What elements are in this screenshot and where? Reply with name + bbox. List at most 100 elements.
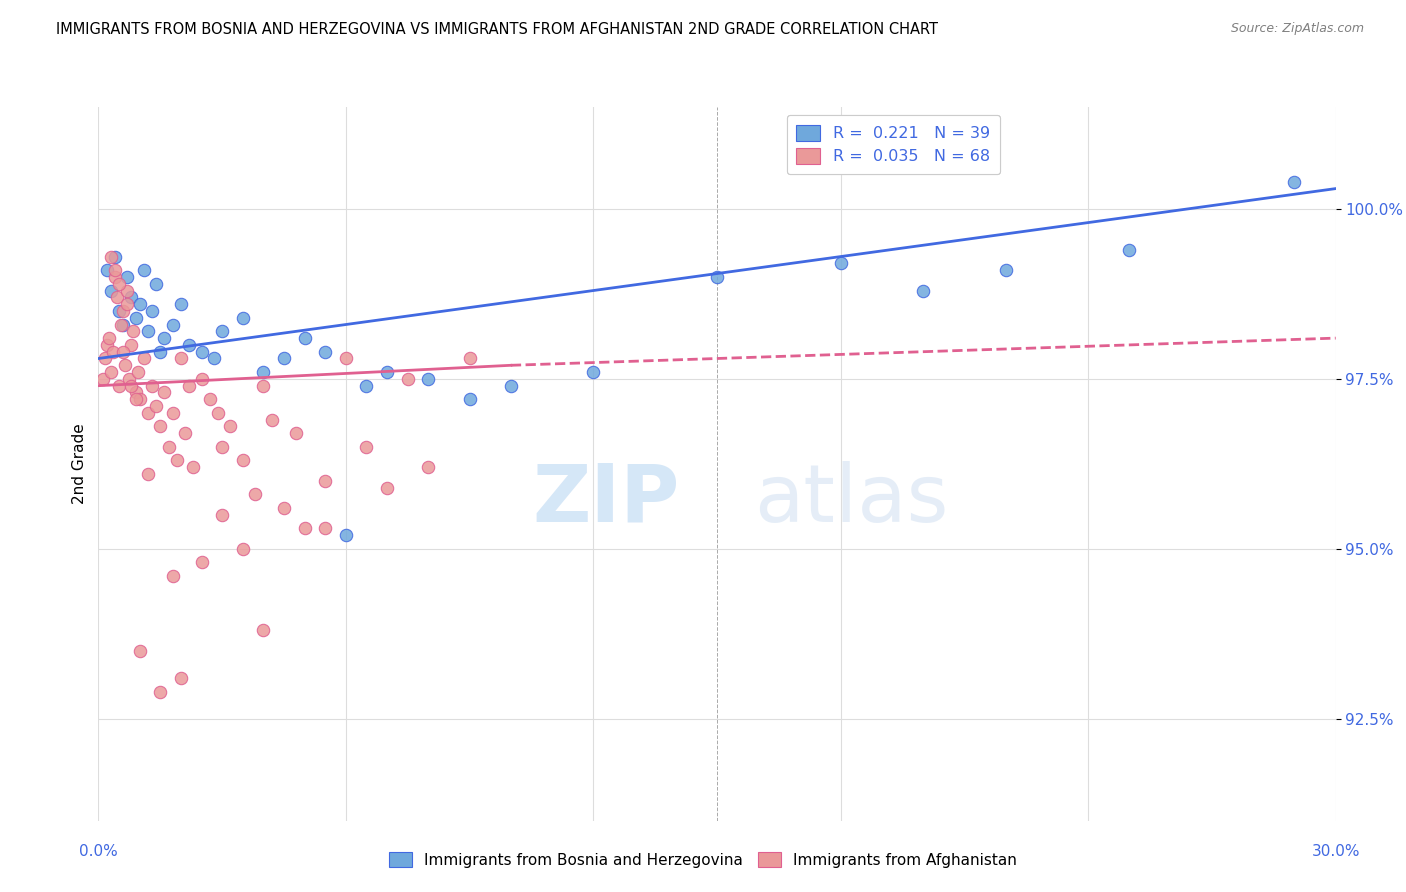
- Point: [108, 277, 131, 291]
- Point: [149, 344, 172, 359]
- Point: [273, 501, 295, 516]
- Point: [117, 284, 139, 298]
- Point: [120, 290, 142, 304]
- Point: [141, 378, 163, 392]
- Point: [136, 324, 159, 338]
- Point: [105, 290, 128, 304]
- Point: [162, 569, 184, 583]
- Point: [120, 378, 142, 392]
- Text: 30.0%: 30.0%: [1312, 845, 1360, 859]
- Point: [149, 684, 172, 698]
- Point: [232, 453, 254, 467]
- Point: [127, 365, 149, 379]
- Point: [190, 372, 212, 386]
- Point: [207, 406, 229, 420]
- Point: [356, 378, 378, 392]
- Point: [124, 310, 146, 325]
- Point: [198, 392, 221, 407]
- Point: [335, 528, 357, 542]
- Point: [124, 392, 146, 407]
- Point: [294, 331, 316, 345]
- Point: [458, 392, 481, 407]
- Point: [162, 318, 184, 332]
- Point: [136, 406, 159, 420]
- Point: [108, 378, 131, 392]
- Point: [458, 351, 481, 366]
- Point: [101, 344, 124, 359]
- Point: [100, 284, 122, 298]
- Point: [166, 453, 188, 467]
- Point: [118, 372, 141, 386]
- Point: [335, 351, 357, 366]
- Point: [110, 318, 132, 332]
- Point: [128, 644, 150, 658]
- Point: [190, 555, 212, 569]
- Legend: R =  0.221   N = 39, R =  0.035   N = 68: R = 0.221 N = 39, R = 0.035 N = 68: [787, 115, 1000, 174]
- Point: [128, 392, 150, 407]
- Text: IMMIGRANTS FROM BOSNIA AND HERZEGOVINA VS IMMIGRANTS FROM AFGHANISTAN 2ND GRADE : IMMIGRANTS FROM BOSNIA AND HERZEGOVINA V…: [56, 22, 938, 37]
- Point: [830, 256, 852, 270]
- Point: [149, 419, 172, 434]
- Point: [273, 351, 295, 366]
- Point: [122, 324, 145, 338]
- Point: [96, 338, 118, 352]
- Point: [112, 304, 135, 318]
- Point: [202, 351, 225, 366]
- Point: [252, 624, 274, 638]
- Point: [170, 351, 193, 366]
- Point: [145, 399, 167, 413]
- Point: [132, 263, 155, 277]
- Point: [93, 351, 115, 366]
- Point: [418, 372, 440, 386]
- Point: [211, 440, 233, 454]
- Point: [418, 460, 440, 475]
- Point: [1284, 175, 1306, 189]
- Point: [104, 263, 127, 277]
- Point: [252, 378, 274, 392]
- Point: [170, 671, 193, 685]
- Point: [211, 508, 233, 522]
- Y-axis label: 2nd Grade: 2nd Grade: [72, 424, 87, 504]
- Point: [104, 269, 127, 284]
- Point: [100, 365, 122, 379]
- Point: [912, 284, 935, 298]
- Point: [120, 338, 142, 352]
- Point: [260, 412, 283, 426]
- Point: [219, 419, 242, 434]
- Text: ZIP: ZIP: [533, 460, 681, 539]
- Point: [170, 297, 193, 311]
- Text: atlas: atlas: [754, 460, 949, 539]
- Point: [232, 541, 254, 556]
- Point: [294, 521, 316, 535]
- Point: [100, 250, 122, 264]
- Point: [114, 359, 136, 373]
- Point: [179, 338, 201, 352]
- Point: [375, 481, 398, 495]
- Point: [153, 385, 176, 400]
- Point: [97, 331, 120, 345]
- Point: [117, 269, 139, 284]
- Point: [179, 378, 201, 392]
- Point: [174, 426, 197, 441]
- Point: [314, 521, 336, 535]
- Point: [232, 310, 254, 325]
- Text: Source: ZipAtlas.com: Source: ZipAtlas.com: [1230, 22, 1364, 36]
- Point: [994, 263, 1017, 277]
- Text: 0.0%: 0.0%: [79, 845, 118, 859]
- Point: [706, 269, 728, 284]
- Point: [252, 365, 274, 379]
- Point: [112, 344, 135, 359]
- Point: [136, 467, 159, 481]
- Point: [157, 440, 180, 454]
- Point: [243, 487, 266, 501]
- Point: [117, 297, 139, 311]
- Point: [91, 372, 114, 386]
- Legend: Immigrants from Bosnia and Herzegovina, Immigrants from Afghanistan: Immigrants from Bosnia and Herzegovina, …: [381, 844, 1025, 875]
- Point: [132, 351, 155, 366]
- Point: [141, 304, 163, 318]
- Point: [162, 406, 184, 420]
- Point: [104, 250, 127, 264]
- Point: [181, 460, 204, 475]
- Point: [112, 318, 135, 332]
- Point: [128, 297, 150, 311]
